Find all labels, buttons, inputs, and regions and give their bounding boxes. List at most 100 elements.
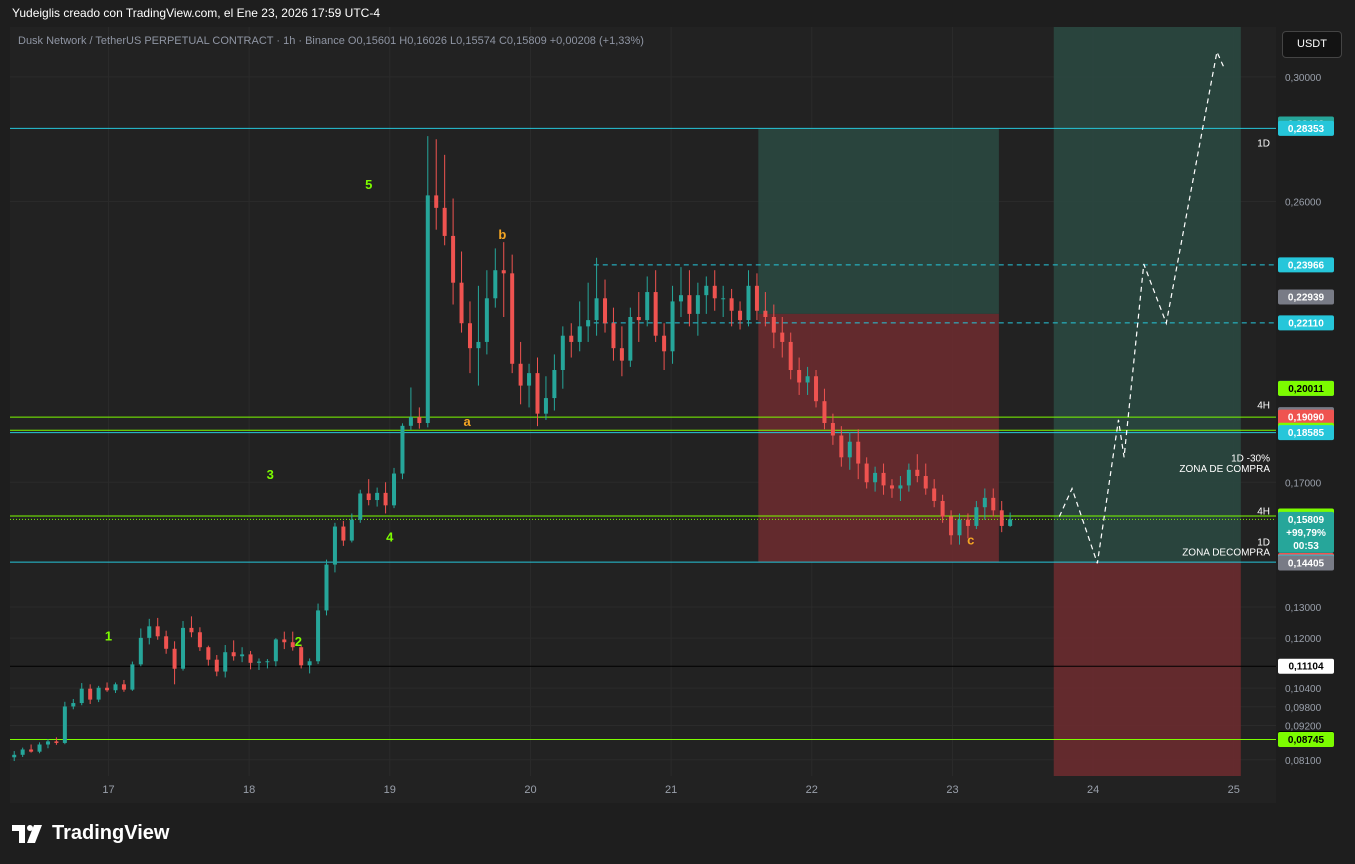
price-tag-label: 0,22939: [1288, 293, 1325, 304]
price-tag: [1278, 380, 1334, 396]
price-tag-label: 0,23966: [1288, 260, 1325, 271]
candle-body: [501, 270, 506, 274]
candle-body: [105, 687, 110, 691]
candle-body: [788, 341, 793, 371]
candle-body: [341, 526, 346, 541]
projection-path: [1058, 49, 1225, 564]
candle-body: [37, 744, 42, 752]
candle-body: [12, 754, 17, 758]
price-tag: [1278, 289, 1334, 305]
candle-body: [991, 497, 996, 511]
brand-text: TradingView: [52, 822, 170, 844]
candle-body: [746, 285, 751, 321]
candle-body: [510, 273, 515, 364]
y-tick-label: 0,09200: [1285, 721, 1322, 732]
candle-body: [425, 195, 430, 424]
candle-body: [164, 636, 169, 649]
wave-label: 5: [365, 177, 372, 192]
candle-body: [780, 332, 785, 342]
candle-body: [915, 469, 920, 477]
wave-label: 2: [295, 634, 302, 649]
candle-body: [467, 323, 472, 349]
candle-body: [594, 298, 599, 321]
candle-body: [856, 441, 861, 464]
candle-body: [729, 298, 734, 311]
y-tick-label: 0,10400: [1285, 684, 1322, 695]
candle-body: [965, 519, 970, 526]
tradingview-logo: TradingView: [12, 822, 169, 845]
candle-body: [822, 401, 827, 424]
candle-body: [797, 370, 802, 383]
price-tag: [1278, 511, 1334, 553]
candle-body: [147, 626, 152, 638]
candle-body: [906, 469, 911, 486]
candle-body: [1008, 519, 1013, 526]
candle-body: [712, 285, 717, 299]
price-tag: [1278, 658, 1334, 674]
zone-box: [1053, 562, 1241, 776]
price-tag-label: 0,11104: [1288, 662, 1323, 673]
y-tick-label: 0,13000: [1285, 603, 1322, 614]
candle-body: [71, 703, 76, 707]
price-tag-label: 0,14405: [1288, 559, 1325, 570]
candle-body: [881, 472, 886, 486]
x-tick-label: 19: [384, 784, 396, 796]
candle-body: [636, 316, 641, 321]
candle-body: [138, 637, 143, 665]
candle-body: [96, 687, 101, 700]
candle-body: [113, 684, 118, 691]
level-label: ZONA DE COMPRA: [1179, 464, 1270, 475]
candle-body: [476, 341, 481, 349]
candle-body: [290, 642, 295, 648]
candle-body: [687, 295, 692, 314]
currency-button[interactable]: USDT: [1282, 31, 1342, 58]
candle-body: [189, 627, 194, 633]
candle-body: [375, 492, 380, 501]
price-tag-label: 0,20011: [1288, 384, 1324, 395]
candle-body: [434, 195, 439, 208]
level-label: 1D: [1257, 538, 1270, 549]
y-tick-label: 0,17000: [1285, 478, 1322, 489]
price-tag-label: 0,19090: [1288, 413, 1325, 424]
candle-body: [771, 316, 776, 333]
wave-label: c: [967, 533, 974, 548]
candle-body: [721, 298, 726, 300]
candle-body: [265, 661, 270, 663]
candle-body: [248, 654, 253, 663]
x-tick-label: 24: [1087, 784, 1099, 796]
candle-body: [763, 310, 768, 317]
candle-body: [223, 652, 228, 672]
x-tick-label: 18: [243, 784, 255, 796]
x-tick-label: 22: [806, 784, 818, 796]
candle-body: [273, 639, 278, 662]
candle-body: [586, 320, 591, 327]
candle-body: [628, 316, 633, 361]
candle-body: [611, 323, 616, 349]
candle-body: [830, 423, 835, 436]
candle-body: [999, 510, 1004, 526]
price-tag: [1278, 732, 1334, 748]
candle-body: [130, 664, 135, 690]
y-tick-label: 0,09800: [1285, 703, 1322, 714]
candle-body: [560, 335, 565, 371]
candle-body: [569, 335, 574, 342]
candle-body: [873, 472, 878, 483]
candle-body: [603, 298, 608, 324]
candle-body: [240, 654, 245, 657]
price-tag-label: 0,28353: [1288, 124, 1325, 135]
x-tick-label: 17: [102, 784, 114, 796]
wave-label: 1: [105, 629, 112, 644]
candle-body: [518, 363, 523, 386]
symbol-name: Dusk Network / TetherUS PERPETUAL CONTRA…: [18, 35, 345, 47]
price-tag: [1278, 425, 1334, 441]
candle-body: [535, 373, 540, 414]
price-tag: [1278, 555, 1334, 571]
x-tick-label: 25: [1228, 784, 1240, 796]
candle-body: [197, 632, 202, 648]
candle-body: [231, 652, 236, 657]
candle-body: [678, 295, 683, 302]
level-label: ZONA DECOMPRA: [1182, 547, 1270, 558]
candle-body: [493, 270, 498, 299]
x-tick-label: 20: [524, 784, 536, 796]
